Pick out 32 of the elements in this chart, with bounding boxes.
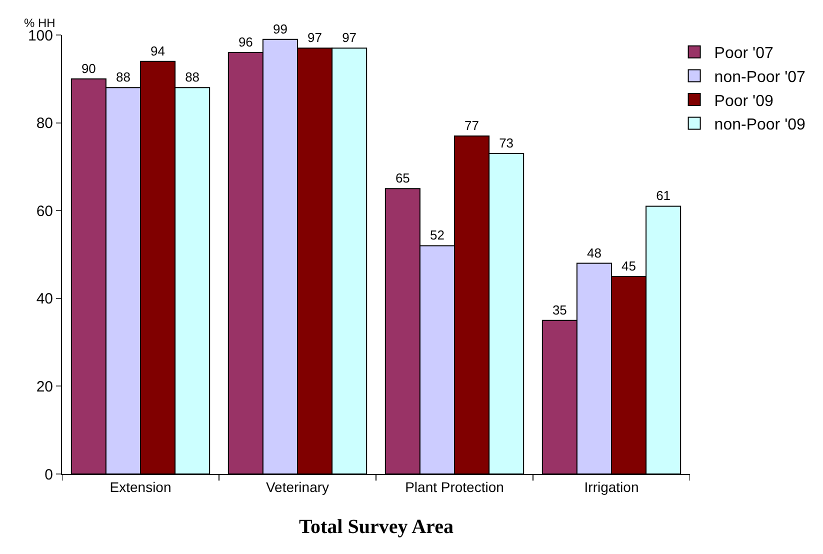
y-tick-label: 100 — [28, 27, 53, 44]
data-label: 97 — [308, 30, 322, 46]
data-label: 94 — [150, 43, 166, 58]
data-label: 52 — [430, 228, 444, 243]
y-tick-label: 20 — [36, 378, 53, 396]
legend-label: non-Poor '07 — [714, 68, 806, 86]
data-label: 77 — [464, 118, 480, 133]
data-label: 61 — [656, 188, 671, 204]
legend-label: Poor '07 — [714, 45, 774, 62]
x-tick-label: Extension — [110, 478, 172, 495]
data-label: 73 — [499, 136, 514, 151]
legend-label: Poor '09 — [714, 92, 774, 110]
data-label: 97 — [342, 30, 357, 46]
data-label: 35 — [552, 302, 567, 318]
data-label: 45 — [622, 258, 636, 274]
y-axis-title: % HH — [24, 16, 56, 30]
x-tick-label: Veterinary — [266, 478, 330, 495]
y-tick-label: 0 — [44, 466, 53, 484]
legend-label: non-Poor '09 — [714, 116, 806, 134]
y-tick-label: 80 — [36, 115, 53, 132]
data-label: 99 — [272, 21, 288, 36]
data-label: 48 — [586, 245, 602, 260]
data-label: 90 — [81, 60, 96, 76]
y-tick-label: 40 — [36, 290, 53, 308]
data-label: 65 — [395, 170, 410, 186]
data-label: 88 — [116, 70, 130, 85]
data-label: 88 — [185, 70, 200, 85]
y-tick-label: 60 — [36, 202, 53, 220]
x-tick-label: Irrigation — [584, 478, 639, 495]
data-label: 96 — [238, 34, 253, 50]
x-tick-label: Plant Protection — [405, 478, 504, 495]
text: Total Survey Area — [299, 516, 454, 538]
